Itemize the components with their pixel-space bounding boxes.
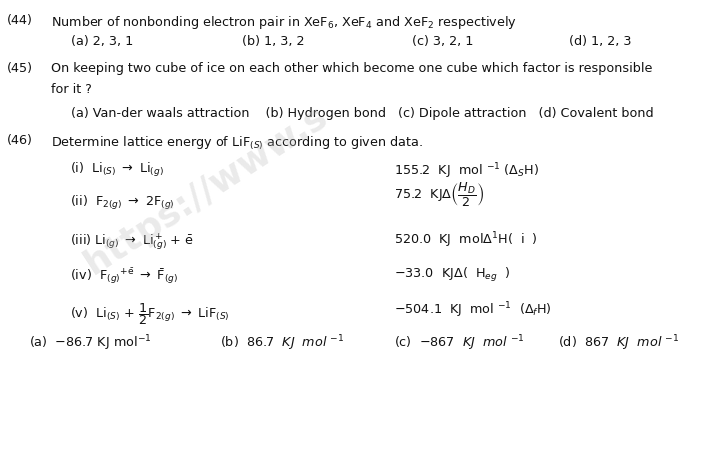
Text: (46): (46)	[7, 134, 33, 147]
Text: (44): (44)	[7, 14, 33, 27]
Text: $-$33.0  KJ$\Delta$(  H$_{eg}$  ): $-$33.0 KJ$\Delta$( H$_{eg}$ )	[394, 266, 510, 284]
Text: (45): (45)	[7, 62, 33, 75]
Text: 520.0  KJ  mol$\Delta^1$H$($  i  $)$: 520.0 KJ mol$\Delta^1$H$($ i $)$	[394, 231, 538, 250]
Text: Determine lattice energy of LiF$_{(S)}$ according to given data.: Determine lattice energy of LiF$_{(S)}$ …	[51, 134, 423, 152]
Text: (b) 1, 3, 2: (b) 1, 3, 2	[241, 36, 304, 48]
Text: (d) 1, 2, 3: (d) 1, 2, 3	[568, 36, 631, 48]
Text: (c)  $-$867  $\mathit{KJ}$  $\mathit{mol}$ $^{-1}$: (c) $-$867 $\mathit{KJ}$ $\mathit{mol}$ …	[394, 334, 525, 354]
Text: (a) Van-der waals attraction    (b) Hydrogen bond   (c) Dipole attraction   (d) : (a) Van-der waals attraction (b) Hydroge…	[71, 107, 654, 120]
Text: (iv)  F$_{(g)}$$^{+\bar{\mathrm{e}}}$ $\rightarrow$ $\bar{\mathrm{F}}_{(g)}$: (iv) F$_{(g)}$$^{+\bar{\mathrm{e}}}$ $\r…	[70, 266, 178, 286]
Text: $-$504.1  KJ  mol $^{-1}$  ($\Delta_f$H): $-$504.1 KJ mol $^{-1}$ ($\Delta_f$H)	[394, 301, 552, 320]
Text: https://www.s: https://www.s	[79, 99, 334, 281]
Text: (b)  86.7  $\mathit{KJ}$  $\mathit{mol}$ $^{-1}$: (b) 86.7 $\mathit{KJ}$ $\mathit{mol}$ $^…	[220, 334, 344, 354]
Text: (a) 2, 3, 1: (a) 2, 3, 1	[71, 36, 133, 48]
Text: 155.2  KJ  mol $^{-1}$ ($\Delta_S$H): 155.2 KJ mol $^{-1}$ ($\Delta_S$H)	[394, 161, 539, 181]
Text: (c) 3, 2, 1: (c) 3, 2, 1	[413, 36, 473, 48]
Text: On keeping two cube of ice on each other which become one cube which factor is r: On keeping two cube of ice on each other…	[51, 62, 653, 75]
Text: (ii)  F$_{2(g)}$ $\rightarrow$ 2F$_{(g)}$: (ii) F$_{2(g)}$ $\rightarrow$ 2F$_{(g)}$	[70, 193, 174, 212]
Text: (a)  $-$86.7 KJ mol$^{-1}$: (a) $-$86.7 KJ mol$^{-1}$	[28, 334, 151, 354]
Text: (v)  Li$_{(S)}$ + $\dfrac{1}{2}$F$_{2(g)}$ $\rightarrow$ LiF$_{(S)}$: (v) Li$_{(S)}$ + $\dfrac{1}{2}$F$_{2(g)}…	[70, 301, 230, 327]
Text: 75.2  KJ$\Delta$$\left(\dfrac{H_D}{2}\right)$: 75.2 KJ$\Delta$$\left(\dfrac{H_D}{2}\rig…	[394, 181, 484, 209]
Text: (iii) Li$_{(g)}$ $\rightarrow$ Li$^+_{(g)}$ + $\bar{\mathrm{e}}$: (iii) Li$_{(g)}$ $\rightarrow$ Li$^+_{(g…	[70, 231, 194, 252]
Text: for it ?: for it ?	[51, 83, 92, 96]
Text: Number of nonbonding electron pair in XeF$_6$, XeF$_4$ and XeF$_2$ respectively: Number of nonbonding electron pair in Xe…	[51, 14, 518, 31]
Text: (i)  Li$_{(S)}$ $\rightarrow$ Li$_{(g)}$: (i) Li$_{(S)}$ $\rightarrow$ Li$_{(g)}$	[70, 161, 164, 179]
Text: (d)  867  $\mathit{KJ}$  $\mathit{mol}$ $^{-1}$: (d) 867 $\mathit{KJ}$ $\mathit{mol}$ $^{…	[558, 334, 679, 354]
